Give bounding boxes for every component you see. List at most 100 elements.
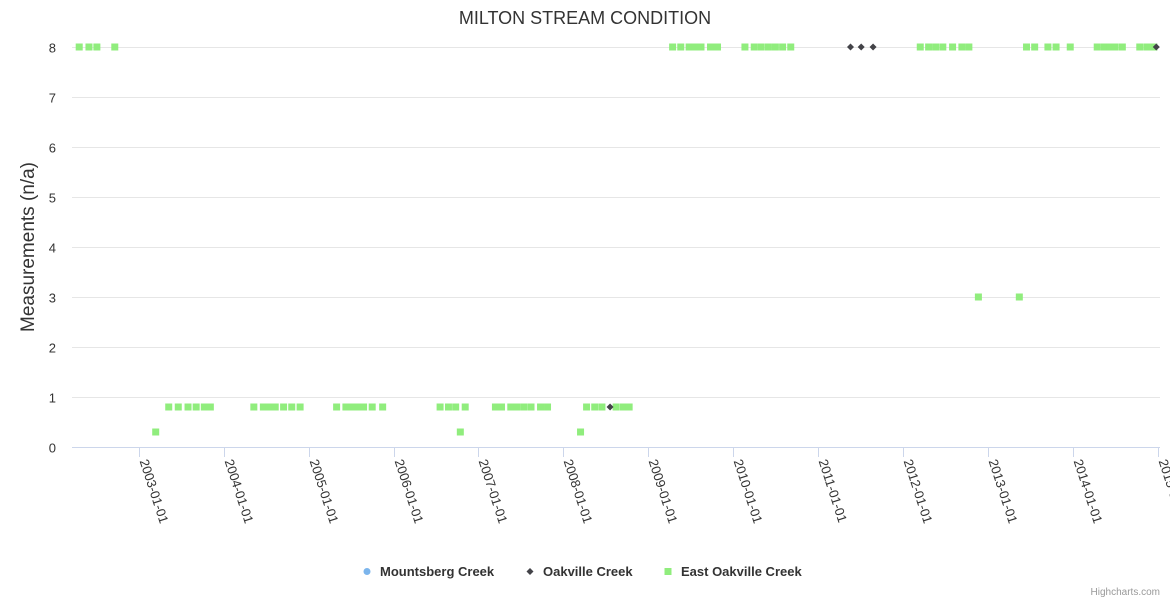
data-point[interactable] xyxy=(612,403,620,411)
data-point[interactable] xyxy=(85,43,93,51)
data-point[interactable] xyxy=(280,403,288,411)
data-point[interactable] xyxy=(296,403,304,411)
data-point[interactable] xyxy=(958,43,966,51)
data-point[interactable] xyxy=(174,403,182,411)
data-point[interactable] xyxy=(513,403,521,411)
legend-marker[interactable] xyxy=(363,568,371,575)
data-point[interactable] xyxy=(1066,43,1074,51)
data-point[interactable] xyxy=(333,403,341,411)
data-point[interactable] xyxy=(691,43,699,51)
data-point[interactable] xyxy=(939,43,947,51)
data-point[interactable] xyxy=(436,403,444,411)
data-point[interactable] xyxy=(847,43,855,51)
data-point[interactable] xyxy=(354,403,362,411)
data-point[interactable] xyxy=(757,43,765,51)
data-point[interactable] xyxy=(965,43,973,51)
data-point[interactable] xyxy=(713,43,721,51)
data-point[interactable] xyxy=(932,43,940,51)
data-point[interactable] xyxy=(619,403,627,411)
data-point[interactable] xyxy=(452,403,460,411)
data-point[interactable] xyxy=(1143,43,1151,51)
legend-marker[interactable] xyxy=(526,568,534,575)
y-tick-label: 8 xyxy=(49,41,56,56)
data-point[interactable] xyxy=(259,403,267,411)
data-point[interactable] xyxy=(491,403,499,411)
data-point[interactable] xyxy=(250,403,258,411)
credits-link[interactable]: Highcharts.com xyxy=(1091,587,1160,598)
data-point[interactable] xyxy=(577,428,585,436)
data-point[interactable] xyxy=(779,43,787,51)
data-point[interactable] xyxy=(271,403,279,411)
data-point[interactable] xyxy=(1106,43,1114,51)
data-point[interactable] xyxy=(1052,43,1060,51)
data-point[interactable] xyxy=(764,43,772,51)
data-point[interactable] xyxy=(697,43,705,51)
legend-item[interactable]: Mountsberg Creek xyxy=(363,564,495,579)
data-point[interactable] xyxy=(507,403,515,411)
legend-item[interactable]: East Oakville Creek xyxy=(664,564,803,579)
data-point[interactable] xyxy=(1152,43,1160,51)
data-point[interactable] xyxy=(741,43,749,51)
x-tick-label: 2005-01-01 xyxy=(307,457,342,525)
data-point[interactable] xyxy=(537,403,545,411)
data-point[interactable] xyxy=(685,43,693,51)
legend-marker[interactable] xyxy=(664,568,672,575)
data-point[interactable] xyxy=(165,403,173,411)
data-point[interactable] xyxy=(288,403,296,411)
data-point[interactable] xyxy=(111,43,119,51)
data-point[interactable] xyxy=(771,43,779,51)
data-point[interactable] xyxy=(949,43,957,51)
data-point[interactable] xyxy=(669,43,677,51)
data-point[interactable] xyxy=(707,43,715,51)
data-point[interactable] xyxy=(925,43,933,51)
data-point[interactable] xyxy=(544,403,552,411)
data-point[interactable] xyxy=(787,43,795,51)
data-point[interactable] xyxy=(1111,43,1119,51)
data-point[interactable] xyxy=(1118,43,1126,51)
data-point[interactable] xyxy=(520,403,528,411)
data-point[interactable] xyxy=(625,403,633,411)
data-point[interactable] xyxy=(677,43,685,51)
data-point[interactable] xyxy=(342,403,350,411)
data-point[interactable] xyxy=(497,403,505,411)
data-point[interactable] xyxy=(348,403,356,411)
x-axis-ticks: 2003-01-01 2004-01-01 2005-01-01 2006-01-01… xyxy=(137,447,1170,525)
data-point[interactable] xyxy=(1044,43,1052,51)
data-point[interactable] xyxy=(1100,43,1108,51)
data-point[interactable] xyxy=(265,403,273,411)
data-point[interactable] xyxy=(857,43,865,51)
legend-item[interactable]: Oakville Creek xyxy=(526,564,634,579)
data-point[interactable] xyxy=(379,403,387,411)
data-point[interactable] xyxy=(1015,293,1023,301)
series-east-oakville-creek xyxy=(75,43,1158,436)
data-point[interactable] xyxy=(184,403,192,411)
data-point[interactable] xyxy=(93,43,101,51)
series-oakville-creek xyxy=(606,43,1160,411)
data-point[interactable] xyxy=(192,403,200,411)
plot-area xyxy=(75,43,1160,436)
data-point[interactable] xyxy=(1136,43,1144,51)
data-point[interactable] xyxy=(75,43,83,51)
data-point[interactable] xyxy=(598,403,606,411)
data-point[interactable] xyxy=(583,403,591,411)
data-point[interactable] xyxy=(527,403,535,411)
data-point[interactable] xyxy=(206,403,214,411)
data-point[interactable] xyxy=(750,43,758,51)
data-point[interactable] xyxy=(916,43,924,51)
data-point[interactable] xyxy=(360,403,368,411)
y-tick-label: 0 xyxy=(49,441,56,456)
data-point[interactable] xyxy=(200,403,208,411)
data-point[interactable] xyxy=(591,403,599,411)
data-point[interactable] xyxy=(1093,43,1101,51)
data-point[interactable] xyxy=(152,428,160,436)
data-point[interactable] xyxy=(461,403,469,411)
data-point[interactable] xyxy=(1031,43,1039,51)
data-point[interactable] xyxy=(869,43,877,51)
data-point[interactable] xyxy=(606,403,614,411)
data-point[interactable] xyxy=(444,403,452,411)
data-point[interactable] xyxy=(1023,43,1031,51)
data-point[interactable] xyxy=(368,403,376,411)
data-point[interactable] xyxy=(456,428,464,436)
y-tick-label: 4 xyxy=(49,241,56,256)
data-point[interactable] xyxy=(974,293,982,301)
